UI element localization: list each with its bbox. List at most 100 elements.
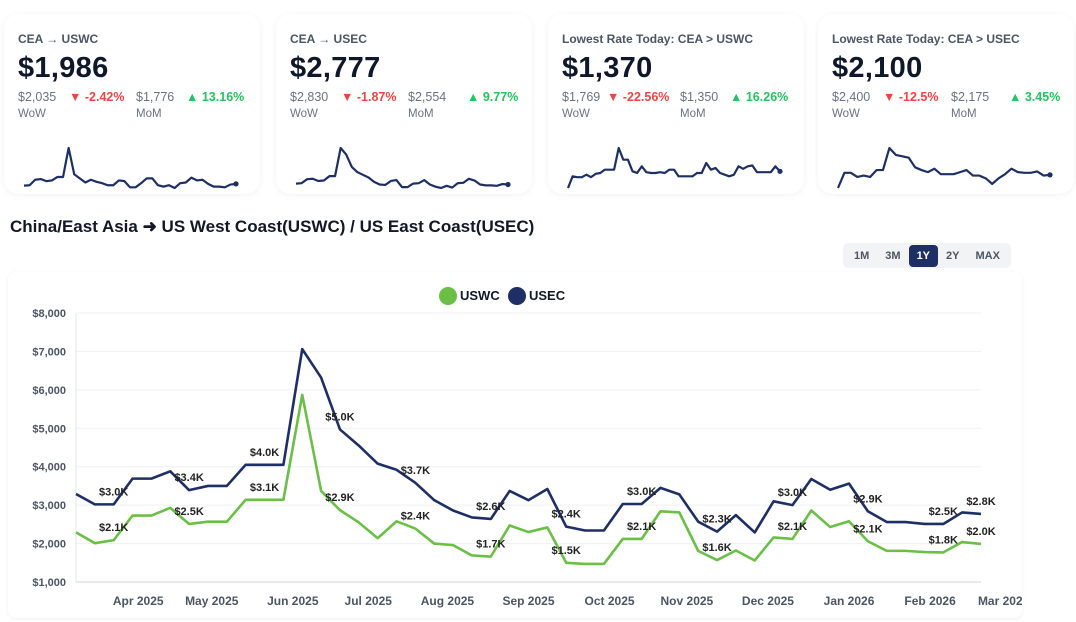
x-tick-label: Jan 2026	[824, 594, 875, 608]
card-lowest-uswc[interactable]: Lowest Rate Today: CEA > USWC $1,370 $1,…	[548, 14, 804, 194]
mom-label: MoM	[680, 108, 706, 120]
card-cea-uswc[interactable]: CEA → USWC $1,986 $2,035 ▼ -2.42% $1,776…	[4, 14, 260, 194]
legend-usec-swatch[interactable]	[508, 287, 526, 305]
sparkline-path	[566, 146, 781, 189]
mom-change: ▲ 3.45%	[1009, 90, 1061, 104]
sparkline-path	[23, 146, 237, 190]
series-lines	[75, 347, 982, 566]
data-label-usec: $2.9K	[853, 493, 882, 505]
legend: USWC USEC	[439, 287, 566, 305]
y-tick-label: $8,000	[32, 308, 66, 320]
data-label-uswc: $1.7K	[476, 539, 505, 551]
data-label-usec: $2.3K	[702, 514, 731, 526]
range-selector: 1M 3M 1Y 2Y MAX	[843, 243, 1011, 268]
legend-usec-label[interactable]: USEC	[529, 288, 566, 303]
mom-change: ▲ 13.16%	[186, 90, 245, 104]
wow-prev: $2,035	[18, 90, 57, 104]
data-label-usec: $4.0K	[250, 447, 279, 459]
sparkline-end-dot	[777, 168, 783, 174]
rate-line-chart[interactable]: USWC USEC $1,000 $2,000 $3,000 $4,000 $5,000…	[8, 272, 1022, 618]
data-label-uswc: $2.4K	[401, 511, 430, 523]
y-tick-label: $1,000	[32, 577, 66, 589]
data-label-usec: $3.7K	[401, 465, 430, 477]
mom-prev: $1,350	[680, 90, 719, 104]
sparkline-end-dot	[505, 181, 511, 188]
range-2y-button[interactable]: 2Y	[946, 249, 960, 262]
wow-label: WoW	[18, 108, 46, 120]
wow-change: ▼ -12.5%	[883, 90, 939, 104]
data-labels: $2.1K $2.5K $3.1K $2.9K $2.4K $1.7K $1.5K $2.1K…	[99, 411, 996, 556]
mom-change: ▲ 16.26%	[730, 90, 789, 104]
grid	[75, 312, 981, 583]
data-label-usec: $3.4K	[174, 472, 203, 484]
mom-label: MoM	[408, 108, 434, 120]
y-tick-label: $7,000	[32, 346, 66, 358]
wow-prev: $2,830	[290, 90, 329, 104]
card-title: Lowest Rate Today: CEA > USEC	[832, 32, 1020, 46]
data-label-usec: $2.6K	[476, 501, 505, 513]
x-tick-label: Dec 2025	[742, 594, 794, 608]
card-cea-usec[interactable]: CEA → USEC $2,777 $2,830 ▼ -1.87% $2,554…	[276, 14, 532, 194]
data-label-usec: $2.5K	[929, 506, 958, 518]
down-arrow-icon: ▼	[341, 90, 354, 104]
legend-uswc-swatch[interactable]	[439, 287, 457, 305]
x-tick-label: Feb 2026	[904, 594, 956, 608]
x-tick-label: Oct 2025	[585, 594, 635, 608]
y-tick-label: $3,000	[32, 500, 66, 512]
sparkline-path	[295, 146, 509, 190]
y-tick-label: $6,000	[32, 385, 66, 397]
up-arrow-icon: ▲	[730, 90, 743, 104]
down-arrow-icon: ▼	[69, 90, 82, 104]
x-tick-label: Nov 2025	[661, 594, 714, 608]
x-tick-label: Sep 2025	[502, 594, 554, 608]
range-max-button[interactable]: MAX	[975, 249, 1000, 262]
data-label-usec: $3.0K	[778, 487, 807, 499]
data-label-uswc: $2.0K	[966, 526, 995, 538]
wow-change: ▼ -2.42%	[69, 90, 125, 104]
data-label-uswc: $2.5K	[174, 506, 203, 518]
card-value: $1,370	[562, 52, 653, 84]
sparkline	[23, 146, 239, 190]
range-3m-button[interactable]: 3M	[885, 249, 901, 262]
wow-prev: $2,400	[832, 90, 871, 104]
data-label-uswc: $1.6K	[702, 542, 731, 554]
y-tick-label: $5,000	[32, 423, 66, 435]
data-label-uswc: $2.1K	[99, 522, 128, 534]
card-value: $2,100	[832, 52, 923, 84]
mom-label: MoM	[951, 108, 977, 120]
sparkline	[836, 146, 1053, 189]
wow-label: WoW	[290, 108, 318, 120]
x-tick-label: Mar 2026	[978, 594, 1022, 608]
data-label-uswc: $2.1K	[627, 521, 656, 533]
data-label-uswc: $3.1K	[250, 482, 279, 494]
wow-label: WoW	[832, 108, 860, 120]
sparkline	[295, 146, 511, 190]
y-tick-label: $2,000	[32, 539, 66, 551]
x-tick-label: May 2025	[185, 594, 239, 608]
data-label-usec: $3.0K	[99, 486, 128, 498]
range-1m-button[interactable]: 1M	[854, 249, 870, 262]
data-label-usec: $5.0K	[325, 411, 354, 423]
x-tick-label: Aug 2025	[421, 594, 475, 608]
down-arrow-icon: ▼	[607, 90, 620, 104]
x-tick-label: Jul 2025	[345, 594, 393, 608]
data-label-uswc: $1.8K	[929, 534, 958, 546]
mom-change: ▲ 9.77%	[467, 90, 519, 104]
sparkline-end-dot	[1047, 172, 1053, 178]
card-lowest-usec[interactable]: Lowest Rate Today: CEA > USEC $2,100 $2,…	[818, 14, 1074, 194]
summary-cards: CEA → USWC $1,986 $2,035 ▼ -2.42% $1,776…	[0, 0, 1076, 200]
x-axis: Apr 2025 May 2025 Jun 2025 Jul 2025 Aug 2025…	[113, 594, 1022, 608]
data-label-usec: $3.0K	[627, 486, 656, 498]
range-1y-button[interactable]: 1Y	[908, 244, 939, 267]
data-label-uswc: $1.5K	[552, 545, 581, 557]
up-arrow-icon: ▲	[1009, 90, 1022, 104]
data-label-uswc: $2.1K	[853, 523, 882, 535]
legend-uswc-label[interactable]: USWC	[460, 288, 500, 303]
data-label-usec: $2.8K	[966, 496, 995, 508]
mom-label: MoM	[136, 108, 162, 120]
series-line-usec[interactable]	[75, 347, 982, 534]
data-label-uswc: $2.9K	[325, 492, 354, 504]
sparkline	[566, 146, 783, 189]
section-title: China/East Asia ➜ US West Coast(USWC) / …	[10, 217, 535, 236]
series-line-uswc[interactable]	[75, 393, 982, 566]
